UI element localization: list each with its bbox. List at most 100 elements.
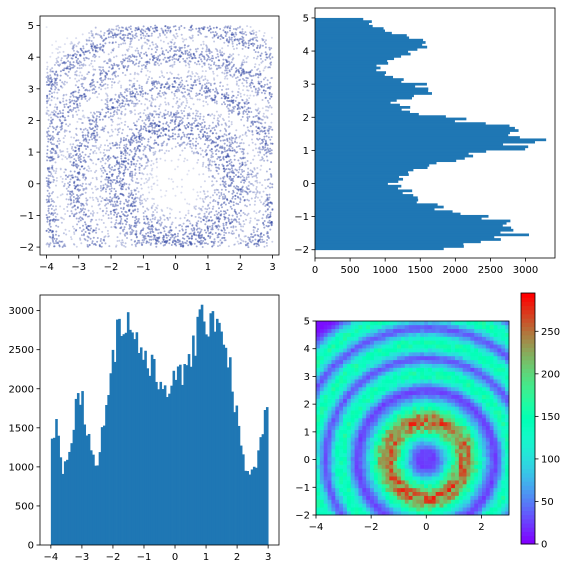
scatter-point: [187, 209, 190, 212]
scatter-point: [122, 172, 125, 175]
scatter-point: [116, 213, 118, 216]
scatter-point: [114, 208, 117, 211]
scatter-point: [142, 29, 145, 32]
scatter-point: [252, 231, 255, 234]
scatter-point: [51, 51, 54, 54]
scatter-point: [46, 102, 49, 105]
scatter-point: [66, 57, 69, 60]
scatter-point: [219, 135, 221, 138]
scatter-point: [46, 113, 49, 115]
scatter-point: [139, 55, 141, 58]
scatter-point: [183, 160, 186, 163]
scatter-point: [211, 233, 214, 236]
scatter-point: [60, 125, 63, 128]
scatter-point: [95, 196, 98, 199]
scatter-point: [251, 90, 254, 93]
scatter-point: [225, 93, 228, 96]
scatter-point: [118, 144, 121, 146]
scatter-point: [117, 117, 120, 120]
scatter-point: [203, 212, 206, 215]
scatter-point: [112, 34, 114, 37]
scatter-point: [241, 134, 244, 136]
scatter-point: [154, 27, 156, 29]
scatter-point: [266, 159, 269, 162]
scatter-point: [134, 71, 136, 74]
scatter-point: [55, 152, 58, 155]
scatter-point: [199, 217, 202, 220]
scatter-point: [140, 57, 143, 60]
scatter-point: [207, 169, 210, 172]
scatter-point: [256, 196, 259, 199]
scatter-point: [226, 173, 229, 176]
scatter-point: [171, 116, 174, 118]
scatter-point: [158, 222, 161, 225]
scatter-point: [253, 167, 256, 170]
scatter-point: [108, 245, 111, 248]
scatter-point: [205, 85, 208, 88]
scatter-point: [82, 175, 85, 177]
scatter-point: [98, 55, 101, 58]
scatter-point: [52, 176, 55, 179]
scatter-point: [230, 226, 233, 229]
scatter-point: [99, 73, 102, 76]
scatter-point: [128, 54, 131, 57]
scatter-point: [92, 229, 95, 232]
scatter-point: [207, 167, 210, 170]
scatter-point: [114, 226, 117, 229]
scatter-point: [183, 87, 186, 90]
scatter-point: [267, 185, 270, 188]
scatter-point: [226, 65, 229, 67]
scatter-point: [110, 30, 113, 33]
scatter-point: [62, 100, 65, 103]
scatter-point: [77, 96, 80, 99]
scatter-point: [262, 34, 265, 37]
scatter-point: [124, 214, 127, 217]
scatter-point: [226, 105, 228, 108]
scatter-point: [136, 72, 139, 75]
scatter-point: [234, 225, 237, 228]
scatter-point: [221, 64, 224, 67]
scatter-point: [121, 160, 124, 163]
scatter-point: [74, 77, 77, 80]
scatter-point: [216, 137, 219, 140]
scatter-point: [124, 108, 127, 111]
scatter-point: [80, 165, 83, 168]
scatter-point: [223, 41, 226, 44]
scatter-point: [213, 101, 216, 104]
scatter-point: [227, 220, 230, 223]
scatter-point: [77, 42, 80, 45]
scatter-point: [173, 94, 176, 97]
scatter-point: [195, 92, 198, 95]
scatter-point: [261, 44, 264, 47]
scatter-point: [163, 214, 166, 217]
scatter-point: [174, 120, 177, 123]
scatter-point: [63, 43, 66, 46]
scatter-point: [258, 70, 261, 73]
scatter-point: [257, 51, 260, 54]
scatter-point: [47, 174, 50, 177]
scatter-point: [137, 28, 140, 30]
scatter-point: [157, 36, 160, 39]
scatter-point: [176, 165, 179, 168]
scatter-point: [231, 192, 234, 195]
scatter-point: [228, 27, 231, 29]
scatter-point: [170, 244, 173, 246]
scatter-point: [98, 228, 101, 231]
scatter-point: [269, 150, 271, 153]
scatter-point: [224, 25, 227, 28]
scatter-point: [79, 153, 81, 156]
scatter-point: [148, 191, 151, 194]
scatter-point: [92, 132, 95, 135]
scatter-point: [139, 115, 142, 118]
scatter-point: [140, 30, 143, 33]
scatter-point: [107, 214, 110, 216]
scatter-point: [95, 119, 97, 122]
scatter-point: [56, 83, 58, 86]
scatter-point: [232, 171, 235, 174]
scatter-point: [218, 59, 221, 62]
scatter-point: [270, 224, 273, 227]
scatter-point: [104, 74, 107, 77]
scatter-point: [87, 209, 90, 212]
scatter-point: [118, 94, 120, 97]
scatter-point: [226, 38, 229, 41]
